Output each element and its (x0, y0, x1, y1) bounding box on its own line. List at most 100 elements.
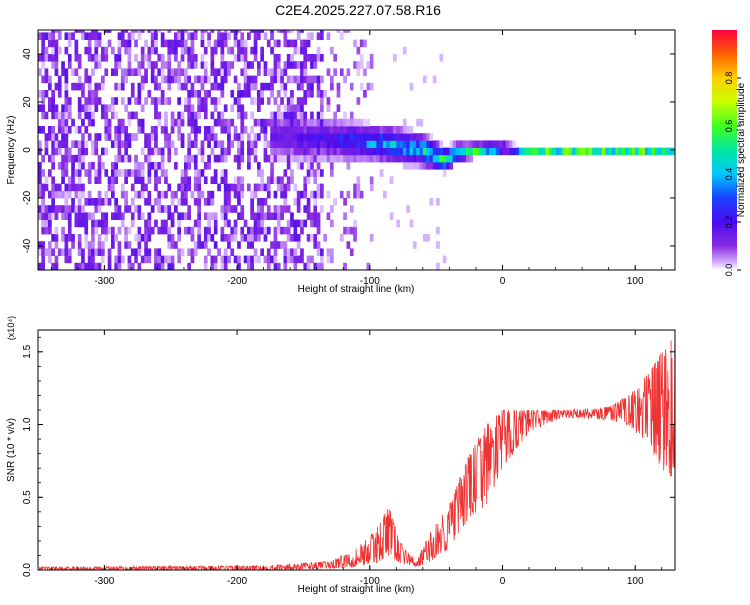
spectrogram-cell (260, 212, 264, 220)
spectrogram-cell (41, 255, 45, 264)
spectrogram-cell (104, 234, 109, 242)
spectrogram-cell (184, 198, 188, 206)
spectrogram-cell (233, 126, 238, 134)
spectrogram-cell (260, 30, 264, 33)
spectrogram-cell (61, 126, 65, 134)
spectrogram-cell (512, 140, 517, 148)
spectrogram-cell (223, 126, 228, 134)
spectrogram-cell (233, 226, 238, 235)
spectrogram-cell (137, 205, 142, 213)
spectrogram-cell (187, 118, 191, 127)
spectrogram-cell (339, 234, 344, 242)
spectrogram-cell (197, 176, 201, 184)
spectrogram-cell (306, 39, 311, 48)
spectrogram-cell (77, 248, 82, 256)
spectrogram-cell (356, 126, 361, 134)
spectrogram-cell (147, 198, 152, 206)
spectrogram-cell (207, 32, 211, 40)
spectrogram-cell (273, 61, 278, 69)
spectrogram-cell (164, 176, 168, 184)
spectrogram-cell (399, 147, 404, 156)
spectrogram-cell (134, 39, 138, 48)
spectrogram-cell (77, 212, 82, 220)
spectrogram-cell (273, 248, 278, 256)
spectrogram-cell (137, 61, 142, 69)
spectrogram-cell (41, 32, 45, 40)
spectrogram-cell (359, 54, 364, 62)
spectrogram-cell (263, 198, 268, 206)
spectrogram-cell (114, 68, 118, 76)
spectrogram-cell (326, 154, 331, 163)
spectrogram-cell (41, 262, 45, 270)
spectrogram-cell (157, 30, 162, 33)
spectrogram-cell (240, 32, 245, 40)
spectrogram-cell (426, 133, 430, 141)
spectrogram-cell (87, 133, 92, 141)
spectrogram-cell (310, 90, 314, 98)
spectrogram-cell (373, 133, 377, 141)
spectrogram-cell (263, 255, 268, 264)
spectrogram-cell (416, 154, 420, 163)
spectrogram-cell (605, 147, 609, 156)
spectrogram-cell (91, 241, 95, 249)
spectrogram-cell (77, 205, 82, 213)
spectrogram-cell (51, 176, 55, 184)
spectrogram-cell (293, 104, 298, 112)
spectrogram-cell (213, 104, 218, 112)
spectrogram-cell (356, 61, 361, 69)
spectrogram-cell (120, 118, 125, 127)
spectrogram-cell (94, 226, 99, 235)
colorbar: 0.00.20.40.60.8 Normalized spectral ampl… (712, 30, 747, 276)
spectrogram-cell (197, 104, 201, 112)
spectrogram-cell (210, 234, 215, 242)
spectrogram-cell (114, 126, 118, 134)
spectrogram-cell (170, 190, 175, 199)
spectrogram-cell (164, 39, 168, 48)
spectrogram-cell (180, 82, 185, 91)
spectrogram-cell (51, 126, 55, 134)
spectrogram-cell (187, 90, 191, 98)
spectrogram-cell (117, 140, 122, 148)
spectrogram-cell (74, 219, 79, 228)
spectrogram-cell (409, 140, 414, 148)
spectrogram-cell (84, 32, 89, 40)
spectrogram-cell (369, 82, 374, 91)
spectrogram-cell (366, 82, 371, 91)
spectrogram-cell (111, 169, 115, 177)
spectrogram-cell (223, 75, 228, 84)
spectrogram-cell (373, 147, 377, 156)
spectrogram-cell (134, 248, 138, 256)
spectrogram-cell (38, 54, 42, 62)
spectrogram-cell (81, 140, 85, 148)
spectrogram-cell (144, 68, 148, 76)
spectrogram-cell (64, 212, 69, 220)
spectrogram-cell (217, 111, 221, 120)
spectrogram-cell (263, 68, 268, 76)
spectrogram-cell (300, 39, 304, 48)
spectrogram-cell (193, 111, 198, 120)
spectrogram-cell (243, 90, 248, 98)
spectrogram-cell (452, 147, 457, 156)
spectrogram-cell (51, 30, 55, 33)
spectrogram-cell (174, 162, 178, 170)
spectrogram-cell (223, 262, 228, 270)
spectrogram-cell (333, 111, 337, 120)
spectrogram-cell (303, 126, 308, 134)
spectrogram-cell (466, 140, 470, 148)
spectrogram-cell (641, 147, 646, 156)
spectrogram-cell (104, 30, 109, 33)
spectrogram-cell (180, 30, 185, 33)
spectrogram-cell (333, 54, 337, 62)
spectrogram-cell (77, 176, 82, 184)
spectrogram-cell (220, 262, 225, 270)
spectrogram-cell (51, 190, 55, 199)
spectrogram-cell (237, 97, 241, 105)
spectrogram-cell (38, 176, 42, 184)
spectrogram-cell (290, 54, 294, 62)
spectrogram-cell (144, 97, 148, 105)
spectrogram-cell (369, 54, 374, 62)
spectrogram-cell (247, 140, 251, 148)
spectrogram-cell (266, 183, 271, 192)
spectrogram-cell (130, 169, 135, 177)
spectrogram-cell (280, 183, 284, 192)
